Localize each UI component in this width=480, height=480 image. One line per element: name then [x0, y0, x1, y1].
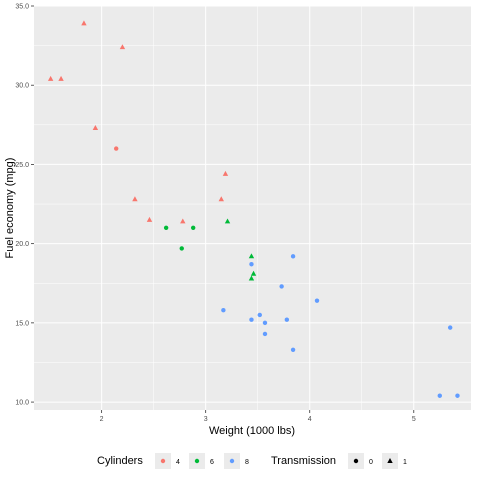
data-point-triangle: [58, 75, 64, 81]
legend-label-cylinders: 4: [176, 459, 180, 466]
data-point-circle: [447, 325, 453, 330]
legend-label-cylinders: 8: [245, 459, 249, 466]
x-tick-label: 3: [204, 416, 208, 423]
major-gridlines: [34, 5, 471, 410]
data-point-triangle: [224, 218, 231, 224]
data-point-circle: [284, 317, 290, 322]
legend-key-4-cyl: [160, 458, 166, 464]
data-point-triangle: [47, 75, 54, 81]
data-point-triangle: [248, 275, 255, 281]
x-axis-ticks: 2 3 4 5: [100, 410, 416, 423]
data-point-circle: [179, 246, 184, 251]
y-tick-label: 10.0: [15, 400, 29, 407]
data-point-circle: [314, 298, 320, 303]
data-point-triangle: [222, 170, 229, 176]
y-tick-label: 20.0: [15, 241, 29, 248]
x-tick-label: 2: [100, 416, 104, 423]
data-point-triangle: [132, 196, 138, 202]
data-point-circle: [290, 254, 296, 259]
minor-gridlines: [34, 6, 471, 410]
y-tick-label: 25.0: [15, 162, 29, 169]
x-axis-title: Weight (1000 lbs): [209, 425, 295, 437]
data-point-circle: [262, 320, 268, 326]
data-point-circle: [437, 393, 442, 398]
legend-key-8-cyl: [229, 458, 235, 464]
y-tick-label: 35.0: [15, 4, 29, 11]
plot-panel: [34, 6, 471, 410]
data-point-triangle: [248, 253, 255, 259]
data-point-circle: [190, 225, 196, 231]
x-tick-label: 4: [308, 416, 312, 423]
data-point-circle: [262, 331, 268, 337]
legend-title-cylinders: Cylinders: [97, 455, 143, 467]
data-point-circle: [221, 307, 226, 313]
data-points: [47, 20, 460, 398]
y-axis-title: Fuel economy (mpg): [4, 158, 16, 259]
data-point-circle: [257, 312, 262, 318]
legend-color-keys: 4 6 8: [155, 453, 249, 469]
data-point-triangle: [119, 44, 126, 50]
legend-key-circle: [353, 458, 359, 464]
y-tick-label: 15.0: [15, 320, 29, 327]
data-point-triangle: [180, 218, 186, 224]
legend-key-triangle: [387, 458, 393, 463]
data-point-circle: [163, 225, 169, 231]
data-point-triangle: [92, 124, 99, 130]
y-tick-label: 30.0: [15, 83, 29, 90]
data-point-circle: [249, 262, 254, 267]
data-point-circle: [249, 317, 254, 322]
legend-label-transmission: 0: [369, 459, 373, 466]
data-point-circle: [290, 347, 296, 352]
y-axis-ticks: 10.0 15.0 20.0 25.0 30.0 35.0: [15, 4, 34, 407]
legend-key-6-cyl: [194, 458, 200, 464]
data-point-circle: [455, 393, 460, 398]
data-point-triangle: [146, 216, 153, 222]
legend-label-transmission: 1: [403, 459, 407, 466]
legend-label-cylinders: 6: [210, 459, 214, 466]
x-tick-label: 5: [412, 416, 416, 423]
data-point-triangle: [250, 270, 257, 276]
data-point-circle: [113, 146, 119, 151]
legend-title-transmission: Transmission: [271, 455, 336, 467]
data-point-triangle: [81, 20, 87, 26]
data-point-circle: [279, 284, 284, 289]
data-point-triangle: [218, 196, 224, 202]
